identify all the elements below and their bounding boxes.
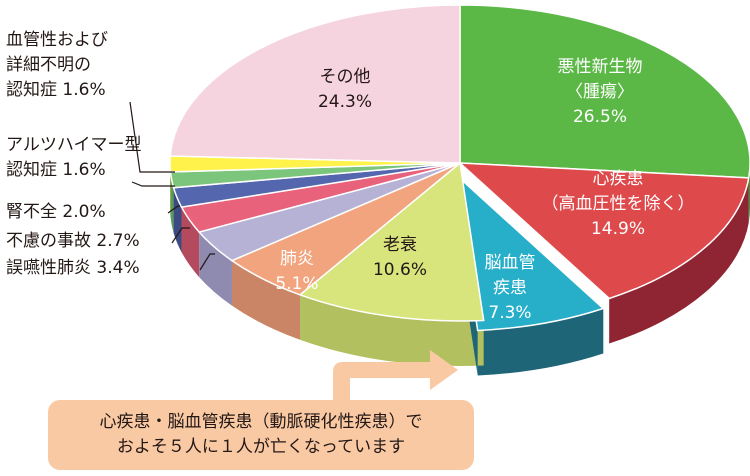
- callout-line-2: およそ５人に１人が亡くなっています: [116, 437, 406, 457]
- outside-label-6: 不慮の事故 2.7%: [6, 231, 140, 251]
- pie-side-5: [199, 232, 232, 306]
- pie-slices: [169, 4, 750, 332]
- outside-label-9-line: 認知症 1.6%: [6, 80, 106, 100]
- outside-label-8-line: 認知症 1.6%: [6, 160, 106, 180]
- pie-side-2: [477, 308, 604, 376]
- slice-label-3-line: 老衰: [383, 235, 417, 255]
- slice-label-1-line: 14.9%: [591, 219, 645, 239]
- slice-label-3-line: 10.6%: [373, 260, 427, 280]
- outside-label-5-line: 誤嚥性肺炎 3.4%: [6, 258, 140, 278]
- slice-label-2-line: 疾患: [493, 278, 527, 298]
- pie-side-6: [181, 207, 200, 278]
- pie-slice-0: [459, 4, 750, 179]
- slice-label-10-line: その他: [320, 67, 371, 87]
- outside-label-5: 誤嚥性肺炎 3.4%: [6, 258, 140, 278]
- outside-label-8-line: アルツハイマー型: [6, 135, 142, 155]
- outside-label-6-line: 不慮の事故 2.7%: [6, 231, 140, 251]
- pie-slice-3: [298, 161, 485, 322]
- outside-label-9-line: 詳細不明の: [6, 55, 91, 75]
- callout-arrow: [333, 350, 458, 405]
- callout-line-1: 心疾患・脳血管疾患（動脈硬化性疾患）で: [99, 412, 423, 432]
- slice-label-2-line: 7.3%: [488, 303, 531, 323]
- leader-line-7: [167, 205, 180, 214]
- outside-label-8: アルツハイマー型認知症 1.6%: [6, 135, 142, 180]
- slice-label-4-line: 5.1%: [275, 274, 318, 294]
- slice-label-0-line: 〈腫瘍〉: [566, 82, 634, 102]
- leader-line-8: [131, 181, 175, 187]
- leader-line-5: [199, 253, 215, 271]
- outside-label-9: 血管性および詳細不明の認知症 1.6%: [6, 30, 108, 100]
- slice-label-1-line: （高血圧性を除く）: [542, 194, 695, 214]
- slice-label-10: その他 24.3%: [318, 67, 372, 112]
- slice-label-0-line: 26.5%: [573, 107, 627, 127]
- pie-slice-2: [452, 171, 605, 332]
- slice-label-4: 肺炎 5.1%: [275, 249, 318, 294]
- pie-slice-10: [169, 4, 461, 164]
- pie-side-1: [609, 177, 749, 344]
- slice-label-4-line: 肺炎: [280, 249, 314, 269]
- outside-label-7-line: 腎不全 2.0%: [6, 202, 106, 222]
- pie-slice-1: [457, 162, 750, 300]
- slice-label-1: 心疾患 （高血圧性を除く） 14.9%: [542, 169, 695, 239]
- slice-label-1-line: 心疾患: [593, 169, 644, 189]
- callout-box: 心疾患・脳血管疾患（動脈硬化性疾患）で およそ５人に１人が亡くなっています: [48, 400, 474, 470]
- slice-label-2-line: 脳血管: [485, 253, 536, 273]
- slice-label-10-line: 24.3%: [318, 92, 372, 112]
- leader-line-9: [129, 101, 175, 173]
- leader-line-6: [171, 227, 190, 244]
- pie-side-3: [300, 294, 484, 366]
- pie-side-4: [231, 260, 301, 340]
- outside-label-9-line: 血管性および: [6, 30, 108, 50]
- outside-label-7: 腎不全 2.0%: [6, 202, 106, 222]
- slice-label-3: 老衰 10.6%: [373, 235, 427, 280]
- slice-label-0: 悪性新生物〈腫瘍〉 26.5%: [558, 57, 643, 127]
- slice-label-2: 脳血管疾患 7.3%: [485, 253, 536, 323]
- slice-label-0-line: 悪性新生物: [558, 57, 643, 77]
- pie-labels: 悪性新生物〈腫瘍〉 26.5% 心疾患 （高血圧性を除く） 14.9% 脳血管疾患 7.3%…: [6, 30, 695, 323]
